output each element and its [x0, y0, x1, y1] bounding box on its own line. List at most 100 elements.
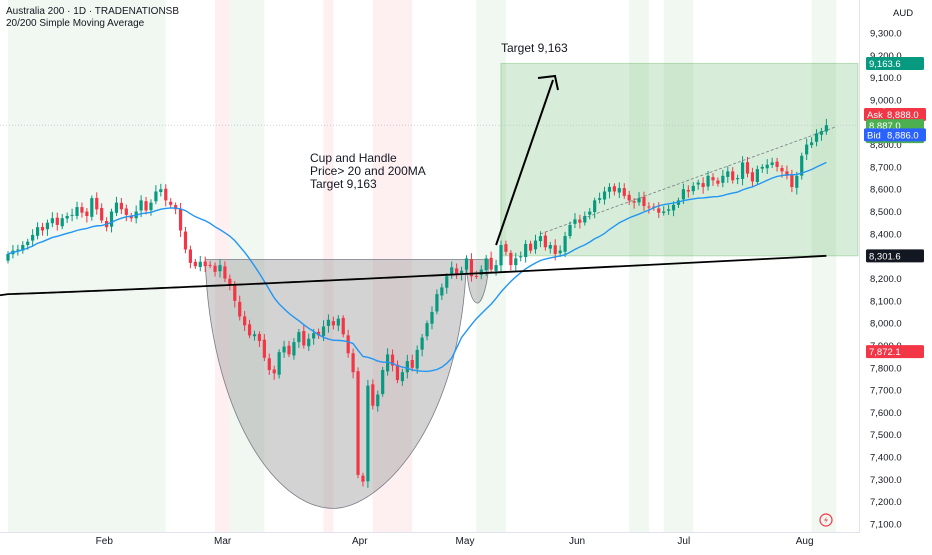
ask-label[interactable] [864, 107, 884, 121]
candle-body[interactable] [598, 198, 602, 200]
candle-body[interactable] [45, 222, 50, 230]
candle-body[interactable] [563, 236, 567, 252]
candle-body[interactable] [553, 245, 557, 254]
candle-body[interactable] [213, 265, 217, 272]
candle-body[interactable] [203, 261, 207, 267]
candle-body[interactable] [775, 161, 779, 167]
candle-body[interactable] [277, 352, 281, 375]
candle-body[interactable] [509, 252, 513, 266]
candle-body[interactable] [731, 171, 735, 181]
candle-body[interactable] [351, 353, 355, 373]
candle-body[interactable] [765, 164, 769, 169]
candle-body[interactable] [331, 321, 335, 326]
candle-body[interactable] [40, 226, 45, 231]
candle-body[interactable] [312, 333, 316, 339]
candle-body[interactable] [706, 175, 710, 187]
candle-body[interactable] [238, 301, 242, 317]
candle-body[interactable] [415, 349, 419, 369]
time-axis[interactable]: Feb Mar Apr May Jun Jul Aug [96, 536, 814, 547]
ma200-price-tag[interactable] [866, 249, 924, 263]
candle-body[interactable] [484, 258, 488, 271]
candle-body[interactable] [341, 317, 345, 335]
candle-body[interactable] [85, 211, 89, 217]
candle-body[interactable] [316, 331, 321, 336]
reward-zone[interactable] [500, 62, 859, 257]
candle-body[interactable] [292, 342, 296, 356]
candle-body[interactable] [70, 214, 74, 216]
candle-body[interactable] [159, 189, 163, 192]
candle-body[interactable] [26, 241, 30, 246]
candle-body[interactable] [617, 188, 621, 193]
candle-body[interactable] [440, 287, 444, 296]
candle-body[interactable] [21, 245, 25, 251]
candle-body[interactable] [642, 196, 646, 206]
candle-body[interactable] [538, 236, 543, 242]
candle-body[interactable] [400, 372, 404, 382]
candle-body[interactable] [381, 370, 385, 395]
candle-body[interactable] [474, 276, 478, 278]
candle-body[interactable] [489, 257, 493, 270]
candle-body[interactable] [691, 185, 695, 192]
candle-body[interactable] [686, 190, 690, 192]
candle-body[interactable] [178, 208, 183, 231]
candle-body[interactable] [139, 200, 143, 211]
indicator-label[interactable]: 20/200 Simple Moving Average [6, 18, 145, 29]
candle-body[interactable] [198, 261, 202, 268]
candle-body[interactable] [376, 394, 380, 407]
candle-body[interactable] [819, 131, 824, 135]
candle-body[interactable] [528, 243, 533, 251]
candle-body[interactable] [514, 258, 518, 266]
candle-body[interactable] [361, 475, 365, 482]
candle-body[interactable] [533, 240, 538, 250]
candle-body[interactable] [420, 337, 424, 350]
candle-body[interactable] [805, 144, 809, 155]
candle-body[interactable] [755, 169, 759, 182]
bid-label[interactable] [864, 128, 884, 142]
candle-body[interactable] [696, 182, 700, 185]
candle-body[interactable] [90, 198, 94, 217]
candle-body[interactable] [662, 211, 666, 213]
candle-body[interactable] [568, 224, 572, 237]
candle-body[interactable] [701, 183, 705, 187]
candle-body[interactable] [233, 284, 237, 301]
candle-body[interactable] [80, 207, 84, 213]
candle-body[interactable] [425, 323, 429, 337]
candle-body[interactable] [193, 261, 197, 267]
candle-body[interactable] [809, 142, 814, 146]
candle-body[interactable] [164, 188, 168, 201]
candle-body[interactable] [154, 191, 158, 202]
flash-icon[interactable] [819, 513, 833, 527]
candle-body[interactable] [124, 208, 128, 215]
candle-body[interactable] [726, 171, 730, 177]
candle-body[interactable] [519, 256, 523, 258]
candle-body[interactable] [95, 197, 99, 210]
currency-label[interactable]: AUD [893, 8, 913, 19]
candle-body[interactable] [627, 194, 631, 201]
candle-body[interactable] [395, 364, 400, 381]
candle-body[interactable] [450, 267, 454, 276]
candle-body[interactable] [445, 276, 449, 288]
bid-price-tag[interactable] [884, 128, 926, 142]
candle-body[interactable] [637, 198, 641, 203]
candle-body[interactable] [795, 175, 799, 188]
candle-body[interactable] [543, 235, 547, 248]
candle-body[interactable] [800, 155, 804, 176]
target-price-tag[interactable] [866, 56, 924, 70]
candle-body[interactable] [632, 201, 636, 203]
candle-body[interactable] [588, 211, 592, 215]
candle-body[interactable] [119, 202, 123, 210]
candle-body[interactable] [356, 371, 360, 475]
candle-body[interactable] [65, 216, 69, 219]
candle-body[interactable] [169, 201, 173, 205]
candle-body[interactable] [326, 319, 331, 326]
candle-body[interactable] [267, 358, 271, 371]
candle-body[interactable] [667, 209, 671, 211]
candle-body[interactable] [780, 167, 784, 172]
candle-body[interactable] [144, 201, 148, 211]
candle-body[interactable] [770, 162, 774, 165]
chart-title[interactable]: Australia 200 · 1D · TRADENATIONSB [6, 6, 180, 17]
candle-body[interactable] [129, 215, 133, 219]
candle-body[interactable] [35, 227, 40, 236]
candle-body[interactable] [671, 204, 676, 211]
